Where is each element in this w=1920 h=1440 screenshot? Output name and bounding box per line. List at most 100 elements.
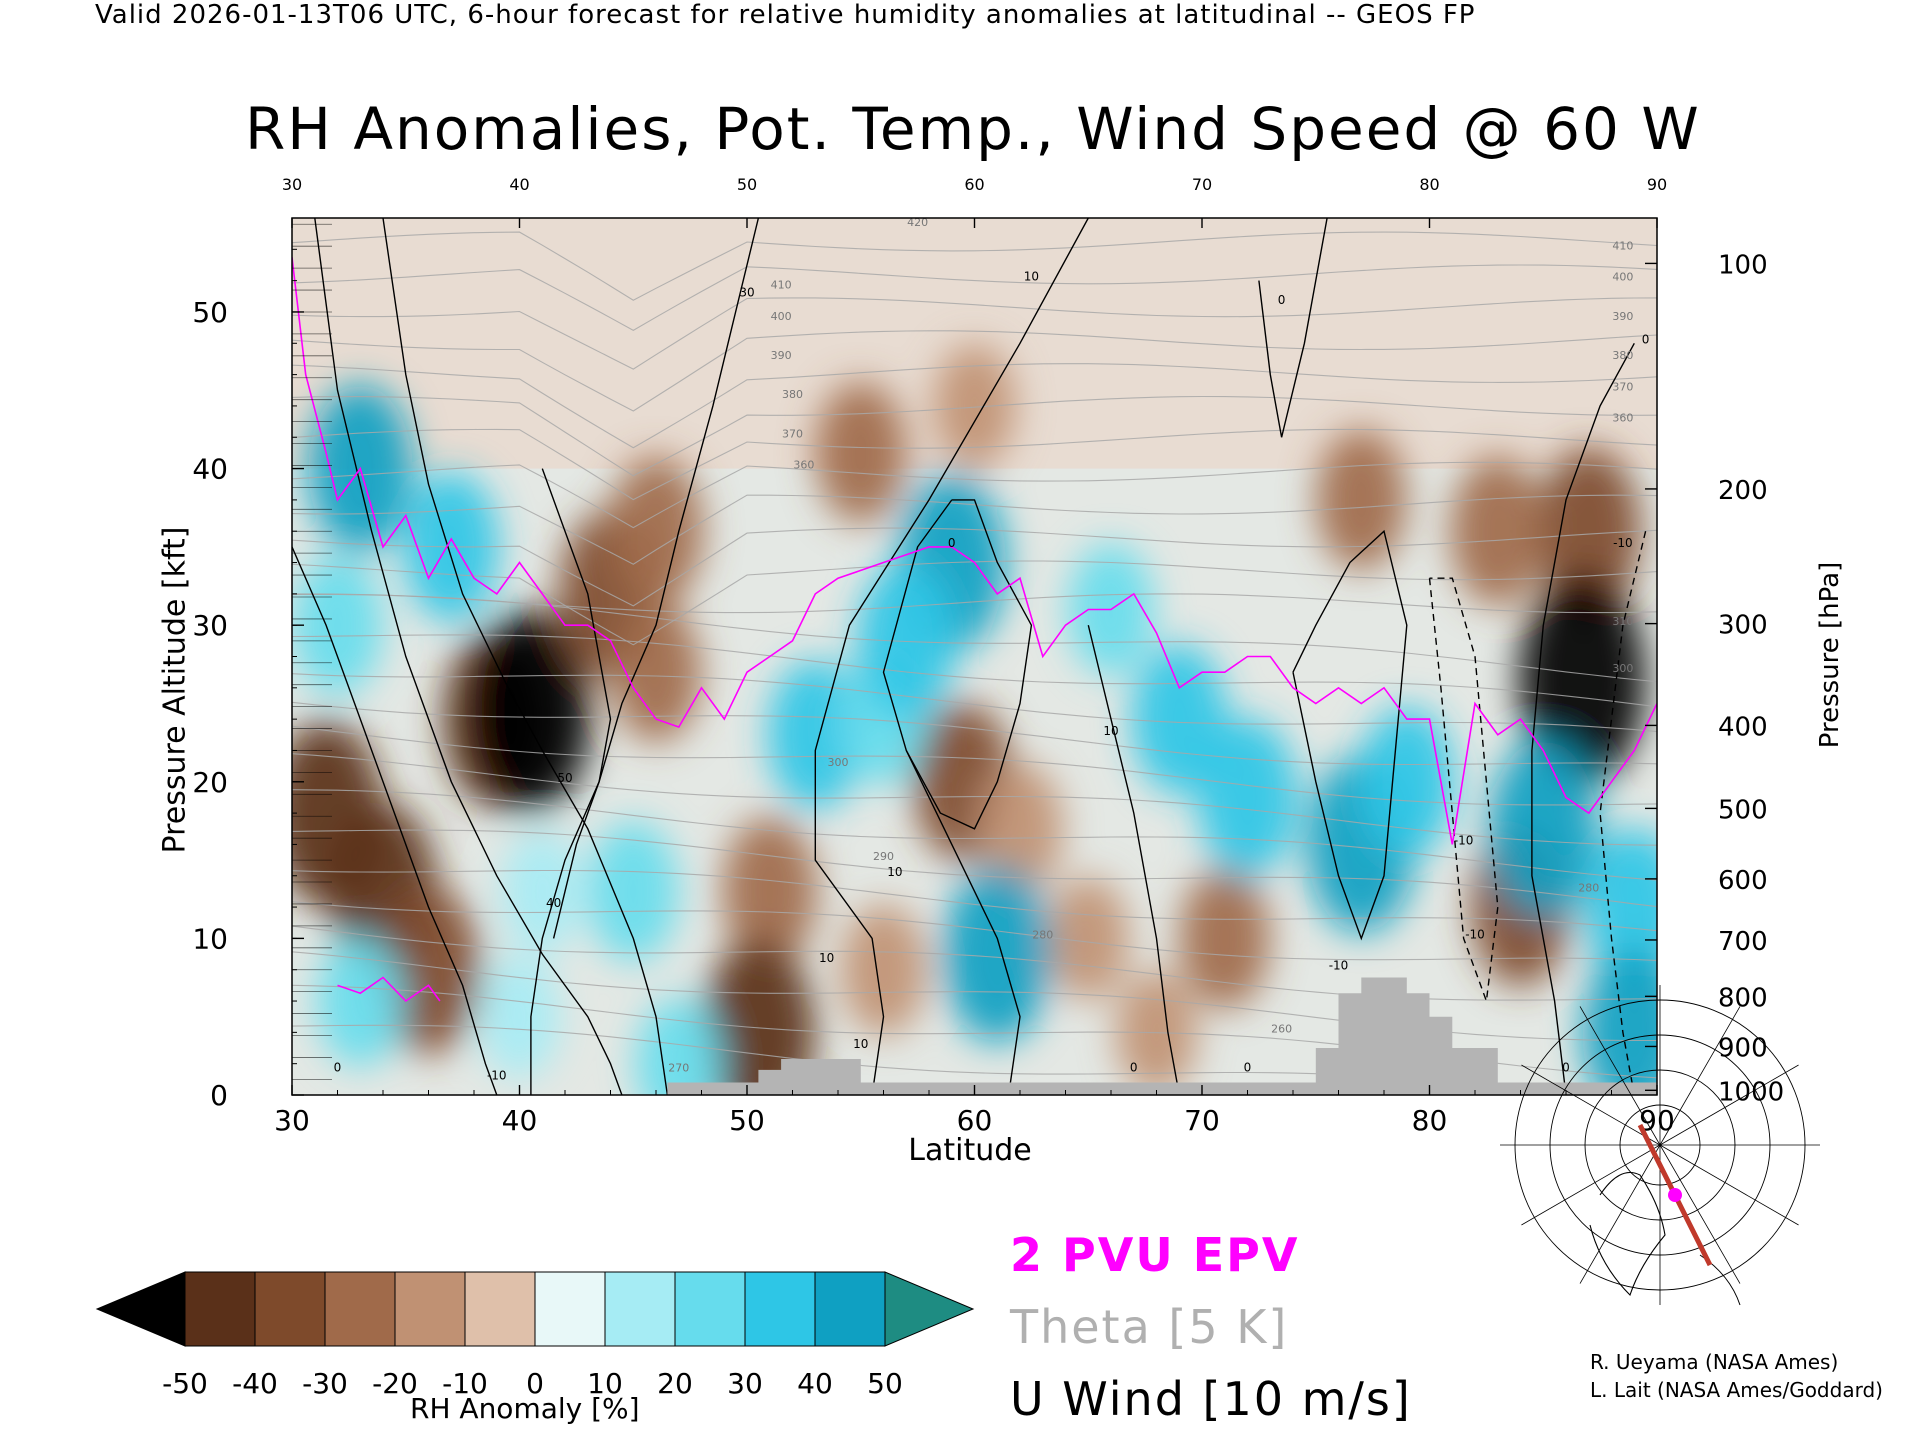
theta-label: 380 (1612, 349, 1633, 362)
colorbar-tick-label: -50 (162, 1367, 208, 1400)
u-wind-contour (541, 468, 612, 939)
rh-blob (1489, 740, 1598, 918)
theta-contour (292, 494, 1657, 565)
colorbar-tick-label: 10 (587, 1367, 623, 1400)
u-wind-contour (882, 499, 1033, 830)
u-wind-contour (1428, 577, 1499, 1002)
u-wind-label: -10 (1454, 833, 1474, 847)
legend-epv: 2 PVU EPV (1010, 1228, 1300, 1282)
theta-label: 360 (793, 459, 814, 472)
x-tick-label: 70 (1184, 1104, 1220, 1137)
u-wind-contour (1531, 342, 1635, 1095)
u-wind-contour (530, 218, 760, 1095)
colorbar-swatch (604, 1271, 676, 1347)
u-wind-label: -10 (1613, 536, 1633, 550)
u-wind-contour (1087, 625, 1180, 1095)
theta-label: 390 (771, 349, 792, 362)
u-wind-label: 40 (546, 896, 561, 910)
colorbar-tick-label: 50 (867, 1367, 903, 1400)
rh-blob (469, 609, 592, 814)
pressure-tick-label: 800 (1718, 983, 1768, 1013)
inset-coastline (1589, 1171, 1666, 1297)
theta-label: 280 (1032, 928, 1053, 941)
x-tick-label-top: 30 (282, 175, 302, 194)
theta-label: 400 (771, 310, 792, 323)
y-axis-right-pressure: 1002003004005006007008009001000 (1645, 250, 1784, 1107)
x-tick-label-top: 60 (964, 175, 984, 194)
locator-map-inset (1500, 985, 1820, 1315)
theta-contour (292, 789, 1657, 881)
theta-label: 270 (668, 1062, 689, 1075)
credit-line-2: L. Lait (NASA Ames/Goddard) (1590, 1378, 1883, 1402)
x-tick-label: 30 (274, 1104, 310, 1137)
x-tick-label-top: 90 (1647, 175, 1667, 194)
theta-contour (292, 725, 1657, 806)
u-wind-label: 10 (853, 1037, 868, 1051)
theta-label: 390 (1612, 310, 1633, 323)
colorbar-tick-label: 0 (526, 1367, 544, 1400)
u-wind-label: -10 (487, 1068, 507, 1082)
rh-blob (1131, 644, 1227, 795)
x-tick-label: 40 (502, 1104, 538, 1137)
rh-blob (767, 659, 863, 810)
y-tick-label: 50 (192, 296, 228, 329)
rh-blob (1582, 948, 1657, 1095)
y-tick-label: 40 (192, 453, 228, 486)
theta-contour (292, 461, 1657, 529)
inset-meridian (1521, 1144, 1661, 1226)
colorbar: -50 -40 -30 -20 -10 0 10 20 30 40 50 (95, 1271, 975, 1400)
u-wind-label: 0 (1244, 1061, 1252, 1075)
rh-blob (1179, 867, 1270, 1009)
u-wind-label: -10 (1329, 959, 1349, 973)
u-wind-label: 10 (1024, 270, 1039, 284)
rh-blob (1450, 456, 1546, 607)
rh-blob (856, 561, 956, 721)
theta-label: 290 (873, 850, 894, 863)
rh-blob (722, 816, 818, 967)
theta-contour (292, 330, 1657, 412)
theta-label: 380 (782, 388, 803, 401)
u-wind-label: -10 (1465, 927, 1485, 941)
rh-blob (815, 382, 906, 524)
inset-meridian (1659, 1064, 1799, 1146)
colorbar-swatch (534, 1271, 606, 1347)
rh-blob (1518, 573, 1646, 787)
rh-blob (933, 344, 1016, 468)
theta-contour (292, 701, 1657, 766)
colorbar-tick-label: 20 (657, 1367, 693, 1400)
y-tick-label: 30 (192, 609, 228, 642)
u-wind-label: 0 (1130, 1061, 1138, 1075)
theta-contour (292, 231, 1657, 301)
rh-blob (840, 903, 927, 1036)
colorbar-tick-label: 40 (797, 1367, 833, 1400)
theta-label: 310 (1612, 615, 1633, 628)
legend-theta: Theta [5 K] (1010, 1300, 1289, 1354)
u-wind-label: 10 (887, 865, 902, 879)
u-wind-label: 0 (1642, 332, 1650, 346)
theta-contour (292, 428, 1657, 501)
theta-contour (292, 297, 1657, 370)
theta-label: 300 (828, 756, 849, 769)
rh-blob (1584, 827, 1657, 987)
terrain-mask (667, 977, 1657, 1095)
colorbar-swatch (394, 1271, 466, 1347)
pressure-tick-label: 900 (1718, 1033, 1768, 1063)
rh-blob (1536, 447, 1641, 616)
theta-label: 370 (1612, 380, 1633, 393)
terrain-shape (667, 977, 1657, 1095)
u-wind-contour (1599, 531, 1647, 1095)
u-wind-contour (1258, 218, 1328, 438)
x-tick-label: 60 (957, 1104, 993, 1137)
u-wind-label: 0 (948, 536, 956, 550)
colorbar-swatch (744, 1271, 816, 1347)
rh-blob (1316, 429, 1407, 571)
theta-label: 420 (907, 216, 928, 229)
colorbar-tick-label: -20 (372, 1367, 418, 1400)
theta-contour (292, 264, 1657, 332)
u-wind-contour (382, 218, 669, 1095)
pressure-tick-label: 500 (1718, 795, 1768, 825)
pressure-tick-label: 200 (1718, 476, 1768, 506)
theta-contour (292, 363, 1657, 449)
inset-meridian (1579, 1144, 1661, 1284)
theta-contour-labels: 420 410 400 390 380 370 360 410 400 390 380 370 360 3… (668, 216, 1633, 1075)
